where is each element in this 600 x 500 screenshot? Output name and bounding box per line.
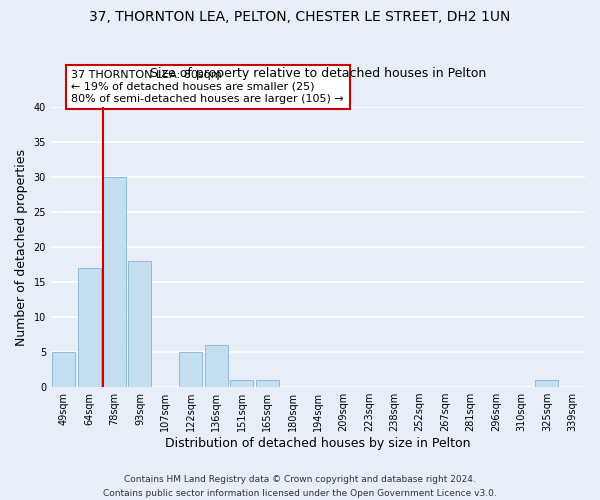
Text: 37 THORNTON LEA: 80sqm
← 19% of detached houses are smaller (25)
80% of semi-det: 37 THORNTON LEA: 80sqm ← 19% of detached… [71,70,344,104]
Bar [103,177,126,387]
Bar [128,261,151,387]
Bar [230,380,253,387]
Bar [205,345,227,387]
Bar [535,380,558,387]
X-axis label: Distribution of detached houses by size in Pelton: Distribution of detached houses by size … [165,437,471,450]
Title: Size of property relative to detached houses in Pelton: Size of property relative to detached ho… [150,66,486,80]
Bar [52,352,75,387]
Bar [256,380,278,387]
Bar [179,352,202,387]
Y-axis label: Number of detached properties: Number of detached properties [15,148,28,346]
Text: Contains HM Land Registry data © Crown copyright and database right 2024.
Contai: Contains HM Land Registry data © Crown c… [103,476,497,498]
Bar [77,268,101,387]
Text: 37, THORNTON LEA, PELTON, CHESTER LE STREET, DH2 1UN: 37, THORNTON LEA, PELTON, CHESTER LE STR… [89,10,511,24]
